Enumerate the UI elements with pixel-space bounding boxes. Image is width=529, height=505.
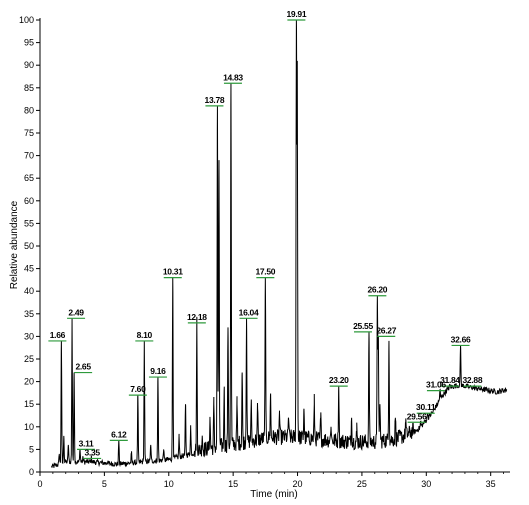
y-tick-label: 75 <box>24 128 34 138</box>
peak-label-9-16: 9.16 <box>150 366 166 376</box>
peak-label-32-66: 32.66 <box>451 334 471 344</box>
peak-label-31-84: 31.84 <box>440 375 460 385</box>
peak-label-16-04: 16.04 <box>239 307 259 317</box>
peak-label-3-35: 3.35 <box>84 447 100 457</box>
peak-label-13-78: 13.78 <box>205 95 225 105</box>
y-tick-label: 40 <box>24 286 34 296</box>
y-tick-label: 25 <box>24 354 34 364</box>
y-tick-label: 85 <box>24 83 34 93</box>
peak-label-32-88: 32.88 <box>462 375 482 385</box>
peak-label-8-10: 8.10 <box>137 330 153 340</box>
peak-markers <box>48 19 482 460</box>
peak-label-19-91: 19.91 <box>286 9 306 19</box>
y-tick-label: 45 <box>24 264 34 274</box>
peak-label-26-20: 26.20 <box>367 285 387 295</box>
x-tick-label: 35 <box>486 479 496 489</box>
x-tick-label: 25 <box>357 479 367 489</box>
y-tick-label: 50 <box>24 241 34 251</box>
x-tick-label: 20 <box>293 479 303 489</box>
peak-label-17-50: 17.50 <box>255 267 275 277</box>
x-tick-label: 10 <box>164 479 174 489</box>
peak-label-30-11: 30.11 <box>416 402 436 412</box>
x-tick-label: 5 <box>102 479 107 489</box>
peak-label-10-31: 10.31 <box>163 267 183 277</box>
peak-label-14-83: 14.83 <box>223 72 243 82</box>
peak-labels: 1.66 2.49 2.65 3.113.35 6.12 7.60 8.10 9.16 10.3… <box>50 9 483 457</box>
peak-label-12-18: 12.18 <box>187 312 207 322</box>
peak-label-7-60: 7.60 <box>130 384 146 394</box>
y-tick-label: 80 <box>24 105 34 115</box>
peak-label-31-06: 31.06 <box>426 380 446 390</box>
y-tick-label: 30 <box>24 331 34 341</box>
peak-label-2-65: 2.65 <box>75 362 91 372</box>
y-tick-label: 15 <box>24 399 34 409</box>
peak-label-23-20: 23.20 <box>329 375 349 385</box>
y-tick-label: 0 <box>29 467 34 477</box>
x-axis: 0 5 10 15 20 25 30 35 <box>37 471 510 489</box>
y-tick-label: 90 <box>24 60 34 70</box>
y-tick-label: 100 <box>19 15 34 25</box>
chromatogram-trace <box>51 19 508 468</box>
y-tick-label: 95 <box>24 38 34 48</box>
peak-label-2-49: 2.49 <box>68 307 84 317</box>
y-tick-label: 65 <box>24 173 34 183</box>
peak-label-26-27: 26.27 <box>376 325 396 335</box>
peak-label-6-12: 6.12 <box>111 429 127 439</box>
x-tick-label: 0 <box>37 479 42 489</box>
y-tick-label: 55 <box>24 218 34 228</box>
y-axis: 0 5 10 15 20 25 30 35 40 45 50 55 60 65 70 75 80 85 90 95 10… <box>19 15 41 477</box>
peak-label-1-66: 1.66 <box>50 330 66 340</box>
peak-label-29-56: 29.56 <box>407 411 427 421</box>
peak-label-25-55: 25.55 <box>353 321 373 331</box>
y-tick-label: 70 <box>24 151 34 161</box>
y-tick-label: 5 <box>29 444 34 454</box>
peak-label-3-11: 3.11 <box>79 438 94 448</box>
y-tick-label: 20 <box>24 377 34 387</box>
y-axis-title: Relative abundance <box>9 200 20 289</box>
y-tick-label: 60 <box>24 196 34 206</box>
y-tick-label: 35 <box>24 309 34 319</box>
x-tick-label: 15 <box>228 479 238 489</box>
trace-line <box>51 19 508 468</box>
x-axis-title: Time (min) <box>250 489 297 500</box>
x-tick-label: 30 <box>421 479 431 489</box>
y-tick-label: 10 <box>24 422 34 432</box>
